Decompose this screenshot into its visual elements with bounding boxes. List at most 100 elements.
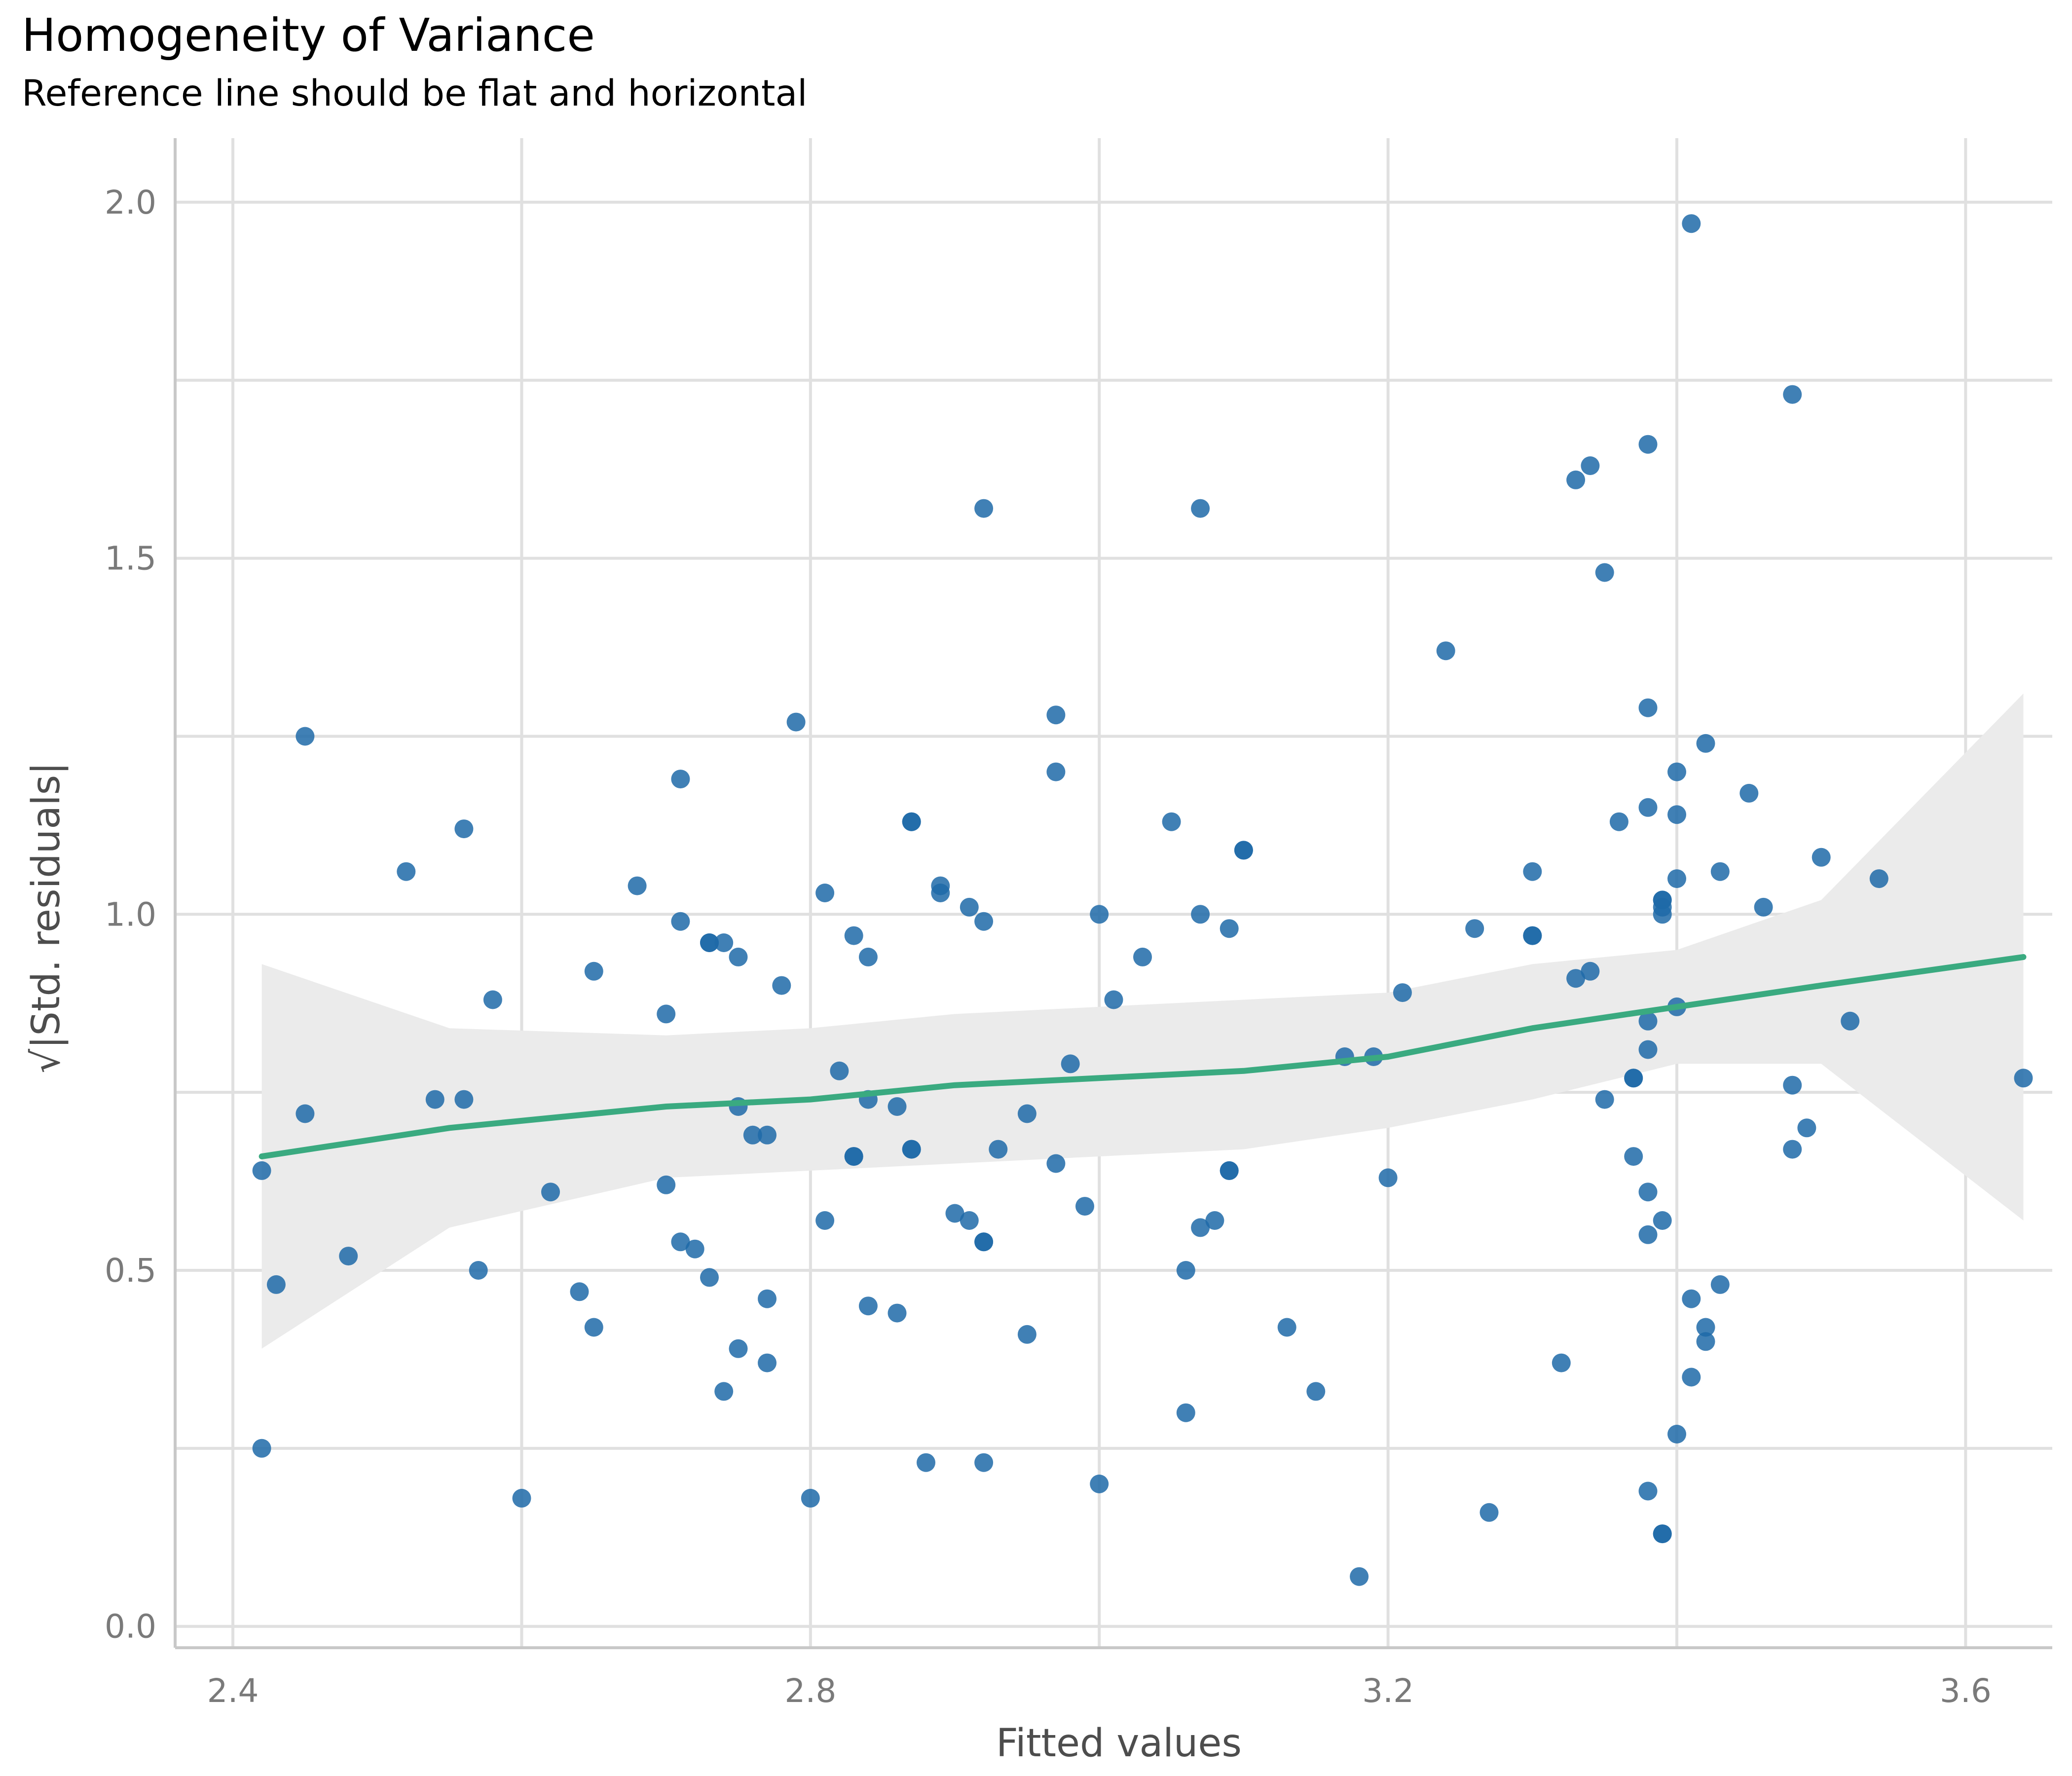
grid-lines	[175, 138, 2052, 1648]
data-point	[945, 1204, 964, 1223]
data-point	[671, 912, 690, 931]
x-tick-label: 3.6	[1940, 1672, 1992, 1710]
data-point	[1017, 1104, 1036, 1123]
data-point	[974, 1232, 994, 1252]
data-point	[483, 990, 502, 1009]
data-point	[931, 884, 950, 902]
data-point	[425, 1090, 444, 1109]
x-tick-label: 2.8	[784, 1672, 836, 1710]
data-point	[657, 1175, 676, 1194]
data-point	[1220, 1161, 1239, 1180]
data-point	[1046, 762, 1066, 781]
y-tick-label: 1.0	[105, 895, 156, 933]
chart-title: Homogeneity of Variance	[22, 9, 595, 62]
data-point	[1653, 1524, 1672, 1544]
data-point	[714, 1382, 734, 1401]
data-point	[729, 947, 748, 966]
x-axis-label: Fitted values	[996, 1721, 1242, 1766]
data-point	[1393, 983, 1412, 1002]
data-point	[1624, 1069, 1643, 1088]
x-tick-label: 2.4	[207, 1672, 259, 1710]
data-point	[512, 1488, 531, 1508]
data-point	[1104, 990, 1123, 1009]
data-point	[469, 1261, 488, 1280]
data-point	[1653, 1211, 1672, 1230]
data-point	[1595, 1090, 1614, 1109]
data-point	[1046, 1154, 1066, 1173]
data-point	[758, 1353, 777, 1372]
data-point	[974, 912, 994, 931]
data-point	[1581, 962, 1600, 981]
data-point	[1220, 919, 1239, 938]
data-point	[1696, 734, 1715, 753]
data-point	[1234, 841, 1253, 860]
confidence-band	[261, 693, 2024, 1349]
data-point	[801, 1488, 820, 1508]
data-point	[1783, 1140, 1802, 1159]
y-tick-label: 2.0	[105, 184, 156, 222]
data-point	[266, 1275, 286, 1294]
data-point	[252, 1161, 271, 1180]
data-point	[858, 1296, 878, 1316]
data-point	[1682, 1368, 1701, 1387]
data-point	[671, 1232, 690, 1252]
data-point	[1017, 1325, 1036, 1344]
data-point	[743, 1125, 762, 1145]
data-point	[397, 862, 416, 881]
data-point	[570, 1282, 589, 1301]
data-point	[714, 933, 734, 952]
data-point	[1739, 783, 1759, 803]
data-point	[1176, 1261, 1195, 1280]
data-point	[700, 933, 719, 952]
data-point	[584, 962, 603, 981]
data-point	[786, 712, 806, 732]
data-point	[339, 1247, 358, 1266]
data-point	[1783, 385, 1802, 404]
data-point	[1075, 1197, 1094, 1216]
smooth-line	[259, 954, 2027, 1160]
data-point	[1133, 947, 1152, 966]
data-point	[1277, 1318, 1296, 1337]
data-points	[252, 214, 2033, 1586]
data-point	[1523, 862, 1542, 881]
data-point	[815, 1211, 835, 1230]
data-point	[584, 1318, 603, 1337]
data-point	[1696, 1332, 1715, 1351]
data-point	[902, 812, 921, 831]
y-tick-label: 0.0	[105, 1608, 156, 1646]
data-point	[1638, 1481, 1658, 1501]
data-point	[1667, 869, 1686, 888]
data-point	[758, 1289, 777, 1308]
data-point	[1191, 905, 1210, 924]
data-point	[1682, 214, 1701, 233]
data-point	[844, 926, 863, 945]
data-point	[1667, 1425, 1686, 1443]
data-point	[917, 1453, 935, 1472]
data-point	[1841, 1011, 1860, 1031]
data-point	[1581, 456, 1600, 475]
chart-subtitle: Reference line should be flat and horizo…	[22, 73, 807, 114]
data-point	[296, 727, 315, 746]
data-point	[888, 1303, 907, 1323]
data-point	[960, 1211, 979, 1230]
data-point	[1191, 499, 1210, 518]
data-point	[772, 976, 791, 995]
data-point	[729, 1339, 748, 1358]
data-point	[1090, 1475, 1109, 1493]
smooth-line-group	[259, 954, 2027, 1160]
data-point	[1710, 1275, 1730, 1294]
data-point	[902, 1140, 921, 1159]
data-point	[1638, 798, 1658, 817]
data-point	[1552, 1353, 1571, 1372]
data-point	[758, 1125, 777, 1145]
data-point	[1061, 1054, 1080, 1073]
data-point	[1465, 919, 1484, 938]
data-point	[1523, 926, 1542, 945]
data-point	[1480, 1503, 1499, 1522]
data-point	[1090, 905, 1109, 924]
data-point	[974, 1453, 994, 1472]
axes	[174, 138, 2052, 1649]
data-point	[1812, 848, 1831, 867]
data-point	[830, 1061, 849, 1080]
